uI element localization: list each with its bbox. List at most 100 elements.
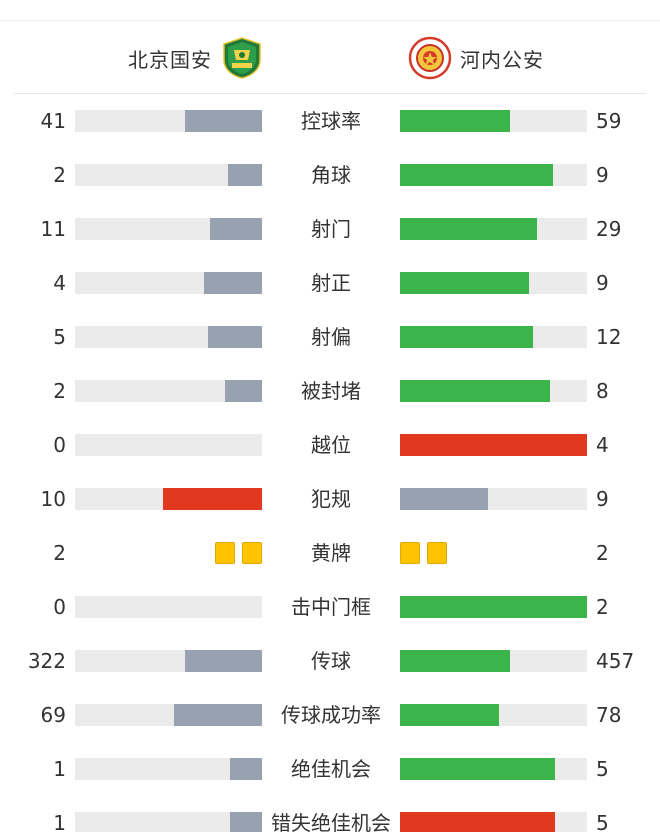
hanoi-police-crest-icon <box>408 36 452 80</box>
stat-row: 41 控球率 59 <box>0 94 660 148</box>
stat-label: 控球率 <box>301 109 361 133</box>
away-stat-bar <box>400 110 587 132</box>
stat-row: 2 黄牌 2 <box>0 526 660 580</box>
home-stat-bar <box>75 272 262 294</box>
away-stat-value: 9 <box>596 163 609 187</box>
top-divider <box>0 20 660 21</box>
stat-label: 射门 <box>311 217 351 241</box>
stat-label: 传球成功率 <box>281 703 381 727</box>
home-stat-bar-fill <box>174 704 262 726</box>
away-stat-value: 5 <box>596 811 609 832</box>
stat-label: 射偏 <box>311 325 351 349</box>
stat-row: 5 射偏 12 <box>0 310 660 364</box>
home-stat-value: 69 <box>40 703 66 727</box>
away-stat-bar-fill <box>400 758 555 780</box>
away-stat-value: 59 <box>596 109 622 133</box>
stat-label: 传球 <box>311 649 351 673</box>
home-stat-value: 0 <box>53 595 66 619</box>
away-stat-bar <box>400 218 587 240</box>
away-stat-bar <box>400 488 587 510</box>
home-team[interactable]: 北京国安 <box>128 36 264 80</box>
away-stat-bar <box>400 596 587 618</box>
home-stat-bar-fill <box>208 326 262 348</box>
away-team[interactable]: 河内公安 <box>408 36 544 80</box>
yellow-card-icon <box>215 542 235 564</box>
home-stat-bar <box>75 704 262 726</box>
home-stat-value: 2 <box>53 379 66 403</box>
home-stat-value: 0 <box>53 433 66 457</box>
home-stat-bar-fill <box>163 488 262 510</box>
home-stat-bar <box>75 758 262 780</box>
away-stat-bar-fill <box>400 596 587 618</box>
stat-label: 射正 <box>311 271 351 295</box>
header-divider <box>14 93 646 94</box>
stat-label: 黄牌 <box>311 541 351 565</box>
match-header: 北京国安 河内公安 <box>0 26 660 88</box>
away-stat-bar-fill <box>400 812 555 832</box>
away-stat-bar-fill <box>400 488 488 510</box>
away-stat-value: 4 <box>596 433 609 457</box>
away-stat-value: 2 <box>596 541 609 565</box>
home-stat-bar <box>75 596 262 618</box>
stat-row: 69 传球成功率 78 <box>0 688 660 742</box>
away-stat-value: 78 <box>596 703 622 727</box>
stat-label: 犯规 <box>311 487 351 511</box>
away-stat-bar-fill <box>400 380 550 402</box>
away-team-name: 河内公安 <box>460 47 544 72</box>
home-stat-value: 41 <box>40 109 66 133</box>
away-yellow-cards <box>400 542 447 564</box>
home-stat-bar-fill <box>230 812 262 832</box>
away-stat-bar <box>400 380 587 402</box>
stat-label: 击中门框 <box>291 595 371 619</box>
yellow-card-icon <box>242 542 262 564</box>
home-stat-bar-fill <box>228 164 262 186</box>
stat-label: 角球 <box>311 163 351 187</box>
stat-row: 11 射门 29 <box>0 202 660 256</box>
yellow-card-icon <box>427 542 447 564</box>
home-stat-bar <box>75 434 262 456</box>
home-stat-value: 5 <box>53 325 66 349</box>
away-stat-value: 9 <box>596 271 609 295</box>
home-stat-bar-fill <box>204 272 262 294</box>
stat-label: 越位 <box>311 433 351 457</box>
away-stat-bar-fill <box>400 650 510 672</box>
away-stat-bar-fill <box>400 218 537 240</box>
home-stat-bar <box>75 110 262 132</box>
home-stat-bar <box>75 380 262 402</box>
home-stat-bar <box>75 812 262 832</box>
away-stat-value: 9 <box>596 487 609 511</box>
away-stat-value: 5 <box>596 757 609 781</box>
away-stat-bar-fill <box>400 272 529 294</box>
home-stat-bar-fill <box>185 650 262 672</box>
home-stat-value: 1 <box>53 757 66 781</box>
home-stat-bar-fill <box>225 380 262 402</box>
stat-label: 被封堵 <box>301 379 361 403</box>
home-stat-bar-fill <box>230 758 262 780</box>
away-stat-bar <box>400 650 587 672</box>
home-stat-value: 4 <box>53 271 66 295</box>
away-stat-bar-fill <box>400 164 553 186</box>
away-stat-bar <box>400 326 587 348</box>
stat-label: 错失绝佳机会 <box>271 811 391 832</box>
away-stat-bar <box>400 272 587 294</box>
stat-row: 322 传球 457 <box>0 634 660 688</box>
stat-row: 0 击中门框 2 <box>0 580 660 634</box>
home-stat-bar-fill <box>210 218 262 240</box>
away-stat-bar <box>400 434 587 456</box>
home-stat-value: 2 <box>53 541 66 565</box>
home-stat-bar <box>75 218 262 240</box>
home-stat-value: 10 <box>40 487 66 511</box>
away-stat-bar-fill <box>400 110 510 132</box>
stat-row: 2 角球 9 <box>0 148 660 202</box>
stat-row: 2 被封堵 8 <box>0 364 660 418</box>
away-stat-bar <box>400 164 587 186</box>
home-stat-bar <box>75 164 262 186</box>
away-stat-bar <box>400 812 587 832</box>
away-stat-bar <box>400 758 587 780</box>
away-stat-bar <box>400 704 587 726</box>
stat-label: 绝佳机会 <box>291 757 371 781</box>
home-stat-bar <box>75 488 262 510</box>
home-stat-value: 1 <box>53 811 66 832</box>
home-stat-bar <box>75 326 262 348</box>
